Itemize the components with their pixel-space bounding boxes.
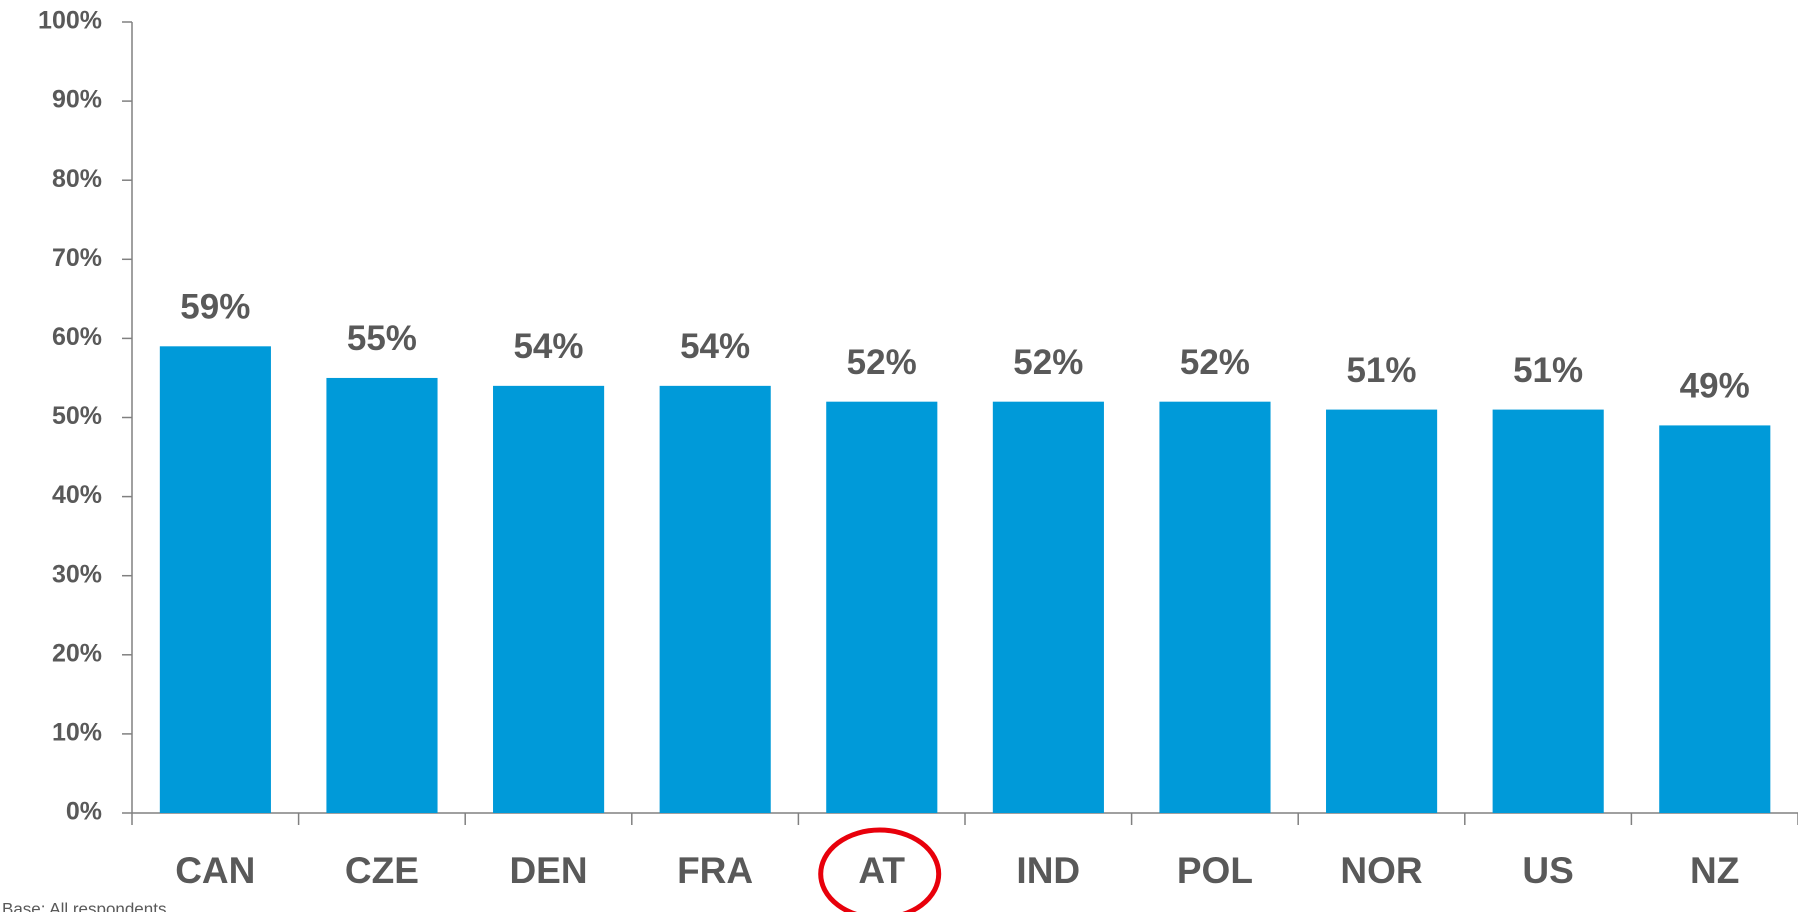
bar	[1159, 401, 1271, 813]
bar	[1659, 425, 1771, 813]
y-tick-label: 10%	[52, 719, 102, 747]
value-label: 52%	[1180, 343, 1250, 382]
x-tick-label: DEN	[509, 850, 587, 891]
y-tick-label: 90%	[52, 86, 102, 114]
value-label: 54%	[680, 327, 750, 366]
x-tick-label: US	[1522, 850, 1573, 891]
x-tick-label: FRA	[677, 850, 753, 891]
value-label: 52%	[847, 343, 917, 382]
value-label: 49%	[1680, 367, 1750, 406]
bar	[826, 401, 938, 813]
value-label: 52%	[1013, 343, 1083, 382]
x-tick-label: AT	[858, 850, 905, 891]
value-label: 59%	[180, 288, 250, 327]
bar	[1326, 409, 1438, 813]
y-tick-label: 0%	[66, 798, 102, 826]
x-tick-label: POL	[1177, 850, 1253, 891]
x-tick-label: CAN	[175, 850, 255, 891]
x-tick-label: NZ	[1690, 850, 1739, 891]
bar	[659, 385, 771, 813]
y-tick-label: 20%	[52, 639, 102, 667]
bar	[1492, 409, 1604, 813]
bar	[493, 385, 605, 813]
value-label: 55%	[347, 319, 417, 358]
highlight-circle	[818, 827, 942, 912]
value-label: 51%	[1513, 351, 1583, 390]
footnote: Base: All respondents	[2, 899, 166, 912]
y-tick-label: 30%	[52, 560, 102, 588]
x-tick-label: IND	[1016, 850, 1080, 891]
y-tick-label: 100%	[38, 7, 102, 35]
x-tick-label: NOR	[1340, 850, 1422, 891]
y-tick-label: 80%	[52, 165, 102, 193]
x-tick-label: CZE	[345, 850, 419, 891]
bar	[159, 346, 271, 813]
value-label: 51%	[1346, 351, 1416, 390]
y-tick-label: 70%	[52, 244, 102, 272]
bar	[992, 401, 1104, 813]
y-tick-label: 40%	[52, 481, 102, 509]
value-label: 54%	[513, 327, 583, 366]
bar	[326, 377, 438, 813]
y-tick-label: 50%	[52, 402, 102, 430]
y-tick-label: 60%	[52, 323, 102, 351]
